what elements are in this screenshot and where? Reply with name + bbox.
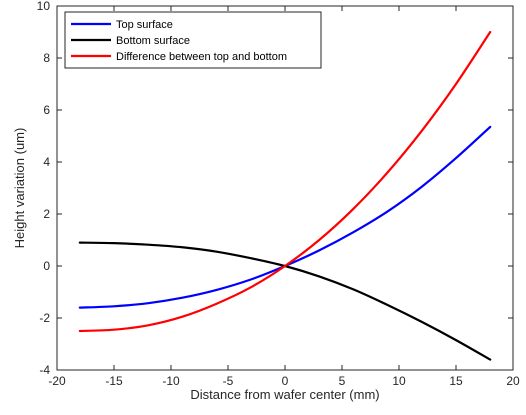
y-tick-label: 10 <box>37 0 51 13</box>
x-tick-label: 20 <box>506 374 520 388</box>
x-tick-label: -20 <box>48 374 66 388</box>
legend-label: Top surface <box>116 19 173 31</box>
legend-entry-top-surface: Top surface <box>71 19 173 31</box>
y-axis-label: Height variation (um) <box>12 128 27 249</box>
series-line-bottom-surface <box>78 241 492 361</box>
x-tick-label: -5 <box>223 374 234 388</box>
y-tick-label: 2 <box>43 207 50 221</box>
x-tick-label: 5 <box>339 374 346 388</box>
x-tick-label: 15 <box>449 374 463 388</box>
series-layer <box>78 30 492 361</box>
legend: Top surface Bottom surface Difference betw… <box>64 11 322 69</box>
x-tick-label: 10 <box>392 374 406 388</box>
y-tick-label: 4 <box>43 155 50 169</box>
legend-entry-bottom-surface: Bottom surface <box>71 35 190 47</box>
x-tick-label: 0 <box>282 374 289 388</box>
legend-label: Bottom surface <box>116 35 190 47</box>
y-tick-label: 8 <box>43 51 50 65</box>
y-tick-label: 0 <box>43 259 50 273</box>
series-line-top-surface <box>78 125 492 309</box>
legend-items: Top surface Bottom surface Difference betw… <box>71 19 287 63</box>
x-tick-label: -10 <box>162 374 180 388</box>
x-tick-label: -15 <box>105 374 123 388</box>
y-tick-label: -2 <box>39 311 50 325</box>
legend-label: Difference between top and bottom <box>116 51 287 63</box>
legend-entry-difference: Difference between top and bottom <box>71 51 287 63</box>
y-tick-label: 6 <box>43 103 50 117</box>
y-tick-label: -4 <box>39 363 50 377</box>
series-line-difference <box>78 30 492 333</box>
x-axis-label: Distance from wafer center (mm) <box>190 387 379 402</box>
